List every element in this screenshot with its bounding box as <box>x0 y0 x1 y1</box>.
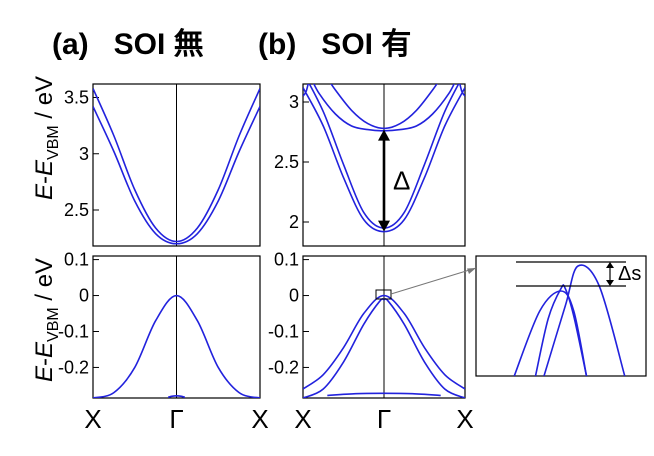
panel-b-bottom-band-line <box>303 298 465 398</box>
panel-a-xtick-label: X <box>251 404 268 434</box>
panel-a-xtick-label: X <box>84 404 101 434</box>
y-axis-label-bottom: E-EVBM / eV <box>31 258 62 382</box>
delta-s-arrowhead-down <box>606 280 614 286</box>
delta-s-arrowhead-up <box>606 262 614 268</box>
zoom-connector-arrowhead <box>467 268 476 274</box>
panel-a-title: (a) SOI 無 <box>52 28 204 61</box>
panel-a-top-ytick-label: 2.5 <box>64 200 89 220</box>
panel-b-top-ytick-label: 3 <box>289 92 299 112</box>
inset-band-line <box>543 264 626 376</box>
inset-bands <box>513 264 626 376</box>
panel-a-xtick-label: Γ <box>169 404 183 434</box>
panel-b-bottom-ytick-label: -0.1 <box>268 321 299 341</box>
inset-band-line <box>534 284 588 376</box>
delta-label: Δ <box>393 166 410 196</box>
panel-a-bottom-ytick-label: 0 <box>79 286 89 306</box>
delta-s-label: Δs <box>618 263 641 285</box>
panel-b-bottom-ytick-label: 0.1 <box>274 250 299 270</box>
panel-b-title: (b) SOI 有 <box>258 28 411 61</box>
panel-b-bottom-ytick-label: 0 <box>289 286 299 306</box>
panel-a-bottom-band-line <box>167 395 186 398</box>
panel-a-top-band-line <box>93 88 260 243</box>
panel-b-bottom-bands <box>303 294 465 398</box>
panel-a-bottom-ytick-label: -0.2 <box>58 357 89 377</box>
panel-a-bottom-ytick-label: -0.1 <box>58 321 89 341</box>
panel-b-bottom-ytick-label: -0.2 <box>268 357 299 377</box>
inset-band-line <box>513 290 588 376</box>
zoom-source-box <box>375 289 392 300</box>
panel-b-bottom-plot: 0.1 0 -0.1 -0.2 <box>268 250 466 399</box>
panel-a-bottom-ytick-label: 0.1 <box>64 250 89 270</box>
panel-b-top-band-line <box>303 84 309 97</box>
panel-b-xtick-label: X <box>456 404 473 434</box>
inset-frame <box>475 255 647 377</box>
delta-arrowhead-down <box>378 220 390 232</box>
zoom-connector-line <box>390 267 477 295</box>
panel-b-top-ytick-label: 2 <box>289 212 299 232</box>
panel-b-bottom-band-line <box>303 294 465 390</box>
panel-b-bottom-band-line <box>327 392 441 397</box>
panel-a-top-band-line <box>93 106 260 245</box>
panel-a-top-ytick-label: 3.5 <box>64 88 89 108</box>
panel-b-xtick-label: X <box>294 404 311 434</box>
panel-b-xtick-label: Γ <box>377 404 391 434</box>
y-axis-label-top: E-EVBM / eV <box>31 76 62 200</box>
panel-a-top-plot: 2.5 3 3.5 <box>64 83 261 247</box>
panel-b-top-ytick-label: 2.5 <box>274 152 299 172</box>
panel-a-bottom-plot: 0.1 0 -0.1 -0.2 <box>58 250 261 399</box>
panel-a-top-ytick-label: 3 <box>79 144 89 164</box>
panel-b-top-band-line <box>330 84 438 130</box>
panel-a-bottom-band-line <box>93 294 260 398</box>
inset-zoom: Δs <box>375 255 647 377</box>
panel-a-top-bands <box>93 88 260 245</box>
panel-b-top-plot: 2 2.5 3 Δ <box>274 83 466 247</box>
delta-s-text: Δs <box>618 263 641 285</box>
panel-a-bottom-bands <box>93 294 260 398</box>
panel-b-top-band-line <box>459 84 465 97</box>
delta-arrowhead-up <box>378 129 390 141</box>
